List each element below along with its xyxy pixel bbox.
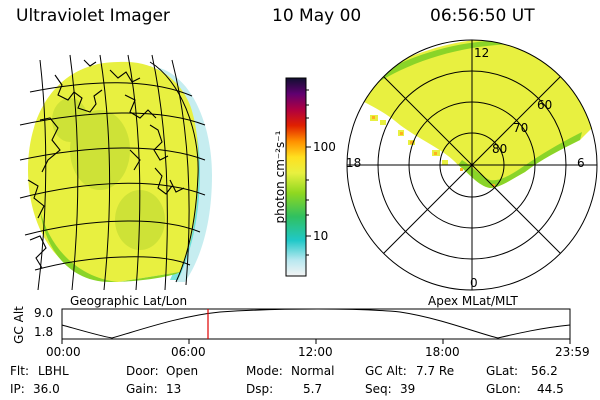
colorbar-unit-label: photon cm⁻²s⁻¹ xyxy=(273,130,287,224)
info-dsp-value: 5.7 xyxy=(303,382,323,396)
info-seq-value: 39 xyxy=(400,382,416,396)
info-flt-value: LBHL xyxy=(38,364,69,378)
info-mode-value: Normal xyxy=(291,364,335,378)
colorbar-gradient xyxy=(285,77,307,277)
altitude-curve xyxy=(61,308,571,339)
apex-caption: Apex MLat/MLT xyxy=(428,294,518,308)
altitude-xtick-1200: 12:00 xyxy=(298,345,333,359)
time-label: 06:56:50 UT xyxy=(430,6,535,26)
altitude-ytick-top: 9.0 xyxy=(34,306,54,320)
limb-fringe xyxy=(155,68,212,282)
lat-label-60: 60 xyxy=(537,98,553,112)
info-mode-key: Mode: xyxy=(246,364,283,378)
polar-plot xyxy=(346,39,598,291)
date-label: 10 May 00 xyxy=(272,6,362,26)
info-door-value: Open xyxy=(166,364,199,378)
colorbar xyxy=(285,77,311,277)
graticule xyxy=(19,54,206,291)
info-dsp-key: Dsp: xyxy=(246,382,274,396)
lat-label-70: 70 xyxy=(513,121,529,135)
mlt-label-0: 0 xyxy=(470,276,478,290)
info-gain-value: 13 xyxy=(166,382,182,396)
mlt-label-6: 6 xyxy=(577,156,585,170)
info-glat-key: GLat: xyxy=(486,364,519,378)
altitude-xtick-0000: 00:00 xyxy=(46,345,81,359)
geographic-caption: Geographic Lat/Lon xyxy=(70,294,188,308)
info-glat-value: 56.2 xyxy=(531,364,558,378)
info-glon-value: 44.5 xyxy=(537,382,564,396)
info-ip-key: IP: xyxy=(10,382,25,396)
altitude-ytick-bottom: 1.8 xyxy=(34,325,54,339)
aurora-oval xyxy=(350,40,597,188)
altitude-ylabel: GC Alt xyxy=(12,306,26,344)
info-gcalt-value: 7.7 Re xyxy=(416,364,455,378)
coastlines xyxy=(27,59,185,269)
info-gain-key: Gain: xyxy=(126,382,158,396)
info-flt-key: Flt: xyxy=(10,364,29,378)
polar-grid xyxy=(346,39,598,291)
info-ip-value: 36.0 xyxy=(33,382,60,396)
altitude-xtick-0600: 06:00 xyxy=(171,345,206,359)
info-gcalt-key: GC Alt: xyxy=(365,364,407,378)
altitude-frame xyxy=(61,308,571,340)
info-door-key: Door: xyxy=(126,364,159,378)
altitude-xtick-1800: 18:00 xyxy=(425,345,460,359)
altitude-plot xyxy=(61,308,571,344)
instrument-title: Ultraviolet Imager xyxy=(16,6,170,26)
mlt-label-12: 12 xyxy=(474,46,490,60)
altitude-xtick-2359: 23:59 xyxy=(555,345,590,359)
info-glon-key: GLon: xyxy=(486,382,521,396)
colorbar-tick-100: 100 xyxy=(313,140,336,154)
mlt-label-18: 18 xyxy=(346,156,362,170)
info-seq-key: Seq: xyxy=(365,382,392,396)
geographic-map xyxy=(19,54,212,291)
colorbar-tick-10: 10 xyxy=(313,229,329,243)
aurora-green-upper xyxy=(352,40,520,96)
lat-label-80: 80 xyxy=(492,142,508,156)
